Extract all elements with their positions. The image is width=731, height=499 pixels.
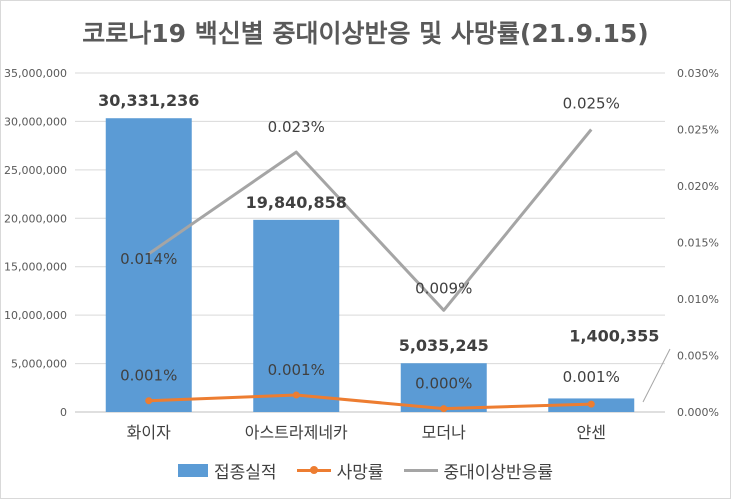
death-rate-label: 0.001% <box>120 367 177 385</box>
legend-swatch-death-rate <box>296 464 331 477</box>
legend-item-death-rate: 사망률 <box>296 458 384 483</box>
label-leader-line <box>642 348 671 403</box>
series-line-death-rate <box>148 393 592 411</box>
y-left-tick-label: 0 <box>60 406 67 419</box>
bar-data-label: 5,035,245 <box>399 336 489 355</box>
chart-title: 코로나19 백신별 중대이상반응 및 사망률(21.9.15) <box>82 19 649 48</box>
point-death-rate <box>440 405 448 413</box>
x-tick-label: 화이자 <box>127 423 171 442</box>
bar <box>105 118 192 413</box>
adverse-rate-label: 0.023% <box>268 118 325 136</box>
y-right-tick-label: 0.025% <box>677 124 719 137</box>
y-left-tick-label: 5,000,000 <box>11 358 67 371</box>
legend-label-death-rate: 사망률 <box>336 463 384 483</box>
y-left-tick-label: 30,000,000 <box>4 115 67 128</box>
death-rate-label: 0.001% <box>268 361 325 379</box>
y-right-tick-label: 0.000% <box>677 406 719 419</box>
legend-swatch-bar <box>178 464 209 477</box>
death-rate-label: 0.001% <box>563 368 620 386</box>
adverse-rate-label: 0.025% <box>563 95 620 113</box>
legend-swatch-adverse-rate <box>403 464 438 477</box>
y-right-tick-label: 0.020% <box>677 180 719 193</box>
bar-data-label: 1,400,355 <box>569 326 659 345</box>
y-left-tick-label: 35,000,000 <box>4 67 67 80</box>
adverse-rate-label: 0.014% <box>120 250 177 268</box>
legend-label-adverse-rate: 중대이상반응률 <box>443 463 553 483</box>
y-left-tick-label: 10,000,000 <box>4 309 67 322</box>
x-tick-label: 아스트라제네카 <box>245 423 348 442</box>
y-right-tick-label: 0.005% <box>677 350 719 363</box>
bar <box>253 219 340 412</box>
y-left-tick-label: 20,000,000 <box>4 212 67 225</box>
adverse-rate-label: 0.009% <box>415 279 472 297</box>
y-right-tick-label: 0.010% <box>677 293 719 306</box>
point-death-rate <box>292 391 300 399</box>
chart-legend: 접종실적 사망률 중대이상반응률 <box>0 458 731 483</box>
bar-data-label: 30,331,236 <box>98 91 199 110</box>
x-tick-label: 얀센 <box>577 423 606 442</box>
legend-item-vaccinations: 접종실적 <box>178 458 277 483</box>
y-right-tick-label: 0.015% <box>677 237 719 250</box>
death-rate-label: 0.000% <box>415 375 472 393</box>
bar <box>400 363 487 412</box>
bar-data-label: 19,840,858 <box>246 193 347 212</box>
legend-label-vaccinations: 접종실적 <box>214 463 277 483</box>
point-death-rate <box>145 397 153 405</box>
legend-item-adverse-rate: 중대이상반응률 <box>403 458 553 483</box>
y-left-tick-label: 25,000,000 <box>4 164 67 177</box>
series-line-adverse-rate <box>147 128 593 312</box>
y-right-tick-label: 0.030% <box>677 67 719 80</box>
point-death-rate <box>587 400 595 408</box>
y-left-tick-label: 15,000,000 <box>4 261 67 274</box>
x-tick-label: 모더나 <box>422 423 466 442</box>
